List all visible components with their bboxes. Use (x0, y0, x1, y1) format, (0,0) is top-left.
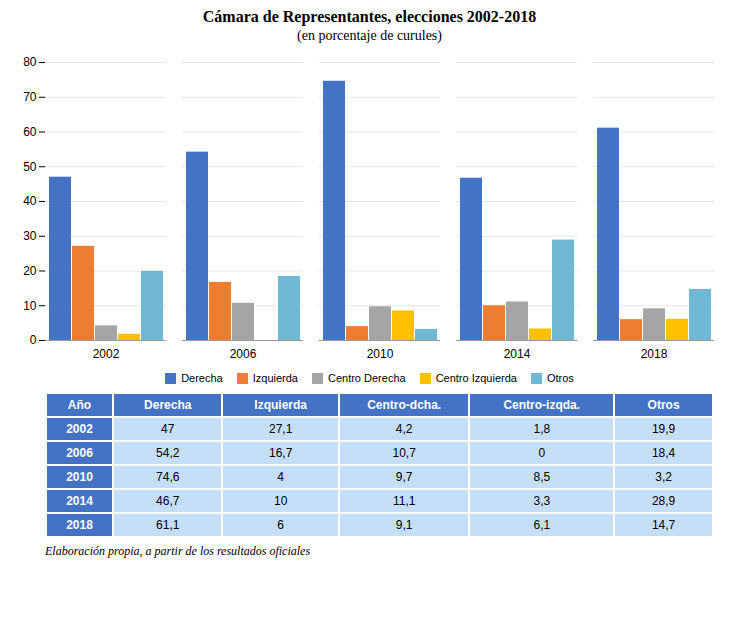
html-text:9,7: 9,7 (395, 470, 413, 484)
html-text:74,6: 74,6 (156, 470, 180, 484)
svg-text:0: 0 (30, 333, 37, 347)
svg-text:40: 40 (23, 194, 37, 208)
svg-text:2014: 2014 (504, 347, 531, 361)
html-text:Cámara de Representantes, elec: Cámara de Representantes, elecciones 200… (202, 8, 537, 25)
html-text:Derecha: Derecha (181, 372, 223, 384)
html-text:0: 0 (538, 446, 546, 460)
html-text:Centro Izquierda: Centro Izquierda (435, 372, 517, 384)
html-text:11,1: 11,1 (392, 494, 416, 508)
html-text:6: 6 (277, 518, 284, 532)
html-text:2018: 2018 (66, 518, 93, 532)
html-text:28,9: 28,9 (651, 494, 676, 508)
html-text:Otros: Otros (547, 372, 574, 384)
html-text:14,7: 14,7 (651, 518, 676, 532)
html-text:47: 47 (161, 422, 175, 436)
html-text:9,1: 9,1 (395, 518, 413, 532)
html-text:3,3: 3,3 (533, 494, 551, 508)
html-text:54,2: 54,2 (156, 446, 180, 460)
svg-text:30: 30 (23, 229, 37, 243)
html-text:2006: 2006 (66, 446, 93, 460)
svg-text:60: 60 (23, 125, 37, 139)
html-text:Centro-dcha.: Centro-dcha. (367, 398, 442, 412)
html-text:4,2: 4,2 (395, 422, 413, 436)
html-text:18,4: 18,4 (651, 446, 676, 460)
html-text:Elaboración propia, a partir d: Elaboración propia, a partir de los resu… (45, 544, 311, 558)
svg-text:20: 20 (23, 264, 37, 278)
html-text:Año: Año (67, 398, 92, 412)
svg-text:10: 10 (23, 299, 37, 313)
html-text:10,7: 10,7 (392, 446, 416, 460)
html-text:3,2: 3,2 (655, 470, 672, 484)
html-text:27,1: 27,1 (269, 422, 293, 436)
html-text:6,1: 6,1 (533, 518, 551, 532)
html-text:2002: 2002 (66, 422, 93, 436)
html-text:2014: 2014 (66, 494, 93, 508)
html-text:Centro Derecha: Centro Derecha (328, 372, 406, 384)
svg-text:2010: 2010 (367, 347, 394, 361)
html-text:2010: 2010 (66, 470, 93, 484)
html-text:16,7: 16,7 (269, 446, 293, 460)
svg-text:2002: 2002 (93, 347, 120, 361)
html-text:4: 4 (277, 470, 284, 484)
svg-text:2006: 2006 (230, 347, 257, 361)
html-text:8,5: 8,5 (533, 470, 551, 484)
svg-text:70: 70 (23, 90, 37, 104)
html-text:Centro-izqda.: Centro-izqda. (503, 398, 581, 412)
html-text:Izquierda: Izquierda (254, 398, 307, 412)
html-text:1,8: 1,8 (533, 422, 551, 436)
svg-text:80: 80 (23, 55, 37, 69)
svg-text:2018: 2018 (641, 347, 668, 361)
html-text:61,1: 61,1 (156, 518, 180, 532)
html-text:19,9: 19,9 (651, 422, 676, 436)
html-text:Derecha: Derecha (144, 398, 192, 412)
html-text:10: 10 (274, 494, 288, 508)
html-text:46,7: 46,7 (156, 494, 180, 508)
svg-text:50: 50 (23, 160, 37, 174)
html-text:(en porcentaje de curules): (en porcentaje de curules) (297, 28, 442, 43)
html-text:Otros: Otros (647, 398, 680, 412)
html-text:Izquierda: Izquierda (252, 372, 298, 384)
